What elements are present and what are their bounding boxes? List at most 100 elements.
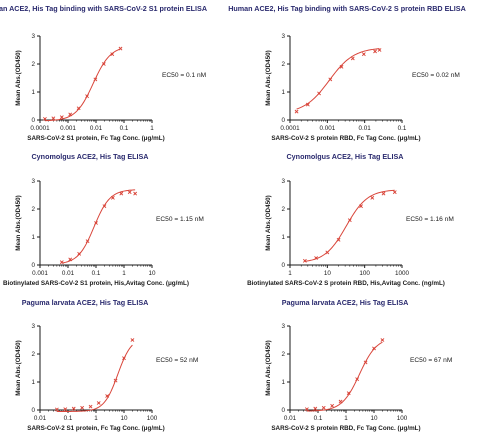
x-tick-label: 1 bbox=[94, 415, 98, 422]
data-point bbox=[350, 56, 355, 61]
y-tick-label: 1 bbox=[31, 234, 35, 241]
x-tick-label: 1 bbox=[288, 270, 292, 277]
data-point bbox=[305, 102, 310, 107]
x-tick-label: 0.01 bbox=[62, 270, 75, 277]
x-tick-label: 0.01 bbox=[359, 125, 372, 132]
x-tick-label: 0.001 bbox=[60, 125, 76, 132]
data-point bbox=[338, 399, 343, 404]
y-tick-label: 0 bbox=[281, 407, 285, 414]
data-point bbox=[68, 112, 73, 117]
data-point bbox=[101, 62, 106, 66]
y-axis-label: Mean Abs.(OD450) bbox=[265, 340, 272, 395]
ec50-annotation: EC50 = 0.1 nM bbox=[162, 72, 206, 79]
data-point bbox=[302, 258, 307, 263]
data-point bbox=[76, 106, 81, 111]
data-point bbox=[122, 356, 126, 361]
data-point bbox=[110, 52, 115, 57]
y-tick-label: 3 bbox=[281, 323, 285, 330]
ec50-annotation: EC50 = 1.15 nM bbox=[156, 216, 204, 223]
x-tick-label: 0.01 bbox=[34, 415, 47, 422]
x-axis-label: SARS-CoV-2 S1 protein, Fc Tag Conc. (μg/… bbox=[27, 425, 164, 432]
data-point bbox=[96, 401, 101, 405]
y-tick-label: 2 bbox=[281, 351, 285, 358]
ec50-annotation: EC50 = 0.02 nM bbox=[412, 72, 460, 79]
series-curve bbox=[296, 48, 380, 110]
data-point bbox=[80, 405, 85, 410]
y-tick-label: 1 bbox=[31, 89, 35, 96]
y-tick-label: 1 bbox=[281, 234, 285, 241]
data-point bbox=[330, 403, 335, 408]
data-point bbox=[130, 338, 135, 342]
data-point bbox=[381, 191, 386, 196]
x-tick-label: 0.001 bbox=[32, 270, 48, 277]
data-point bbox=[339, 64, 344, 69]
ec50-annotation: EC50 = 1.16 nM bbox=[406, 216, 454, 223]
y-axis-label: Mean Abs.(OD450) bbox=[265, 50, 272, 105]
x-tick-label: 10 bbox=[120, 415, 128, 422]
data-point bbox=[304, 407, 309, 412]
data-point bbox=[359, 204, 363, 209]
y-tick-label: 3 bbox=[31, 33, 35, 40]
data-point bbox=[85, 239, 90, 244]
ec50-annotation: EC50 = 67 nM bbox=[410, 357, 452, 364]
chart-panel-6: Paguma larvata ACE2, His Tag ELISA 0 1 2 3 0.… bbox=[265, 298, 452, 432]
y-tick-label: 3 bbox=[281, 33, 285, 40]
x-tick-label: 0.0001 bbox=[280, 125, 300, 132]
chart-panel-5: Paguma larvata ACE2, His Tag ELISA 0 1 2 3 0.… bbox=[15, 298, 198, 432]
data-point bbox=[93, 77, 98, 82]
y-tick-label: 1 bbox=[31, 379, 35, 386]
chart-panel-3: Cynomolgus ACE2, His Tag ELISA 0 1 2 3 0.001 0… bbox=[3, 152, 204, 287]
data-point bbox=[110, 195, 115, 200]
data-point bbox=[77, 251, 82, 256]
data-point bbox=[294, 109, 299, 114]
x-tick-label: 0.001 bbox=[319, 125, 335, 132]
x-tick-label: 10 bbox=[148, 270, 156, 277]
series-curve bbox=[56, 344, 133, 413]
x-tick-label: 1000 bbox=[395, 270, 410, 277]
y-tick-label: 1 bbox=[281, 89, 285, 96]
data-point bbox=[317, 91, 321, 96]
data-point bbox=[105, 394, 110, 398]
x-axis-label: SARS-CoV-2 S1 protein, Fc Tag Conc. (μg/… bbox=[27, 135, 164, 142]
chart-panel-1: Human ACE2, His Tag binding with SARS-Co… bbox=[0, 4, 207, 142]
y-tick-label: 1 bbox=[281, 379, 285, 386]
data-point bbox=[118, 46, 123, 51]
x-tick-label: 0.0001 bbox=[30, 125, 50, 132]
data-point bbox=[71, 406, 76, 411]
y-tick-label: 0 bbox=[31, 117, 35, 124]
chart-title: Paguma larvata ACE2, His Tag ELISA bbox=[22, 298, 149, 307]
data-point bbox=[133, 191, 138, 196]
y-tick-label: 2 bbox=[281, 61, 285, 68]
x-tick-label: 100 bbox=[397, 415, 408, 422]
x-tick-label: 0.1 bbox=[398, 125, 407, 132]
data-point bbox=[88, 404, 93, 409]
y-tick-label: 3 bbox=[31, 323, 35, 330]
chart-title: Cynomolgus ACE2, His Tag ELISA bbox=[286, 152, 403, 161]
x-tick-label: 0.1 bbox=[92, 270, 101, 277]
x-tick-label: 1 bbox=[122, 270, 126, 277]
y-axis-label: Mean Abs.(OD450) bbox=[15, 50, 22, 105]
data-point bbox=[119, 191, 124, 196]
data-point bbox=[321, 405, 326, 410]
data-point bbox=[85, 94, 89, 99]
series-curve bbox=[304, 189, 395, 262]
data-point bbox=[377, 48, 382, 52]
data-point bbox=[59, 260, 64, 265]
data-point bbox=[43, 116, 47, 121]
data-point bbox=[68, 257, 73, 262]
data-point bbox=[51, 116, 56, 121]
data-point bbox=[392, 190, 397, 195]
data-point bbox=[127, 190, 132, 195]
y-tick-label: 2 bbox=[281, 206, 285, 213]
x-tick-label: 100 bbox=[147, 415, 158, 422]
data-point bbox=[313, 406, 318, 411]
x-tick-label: 0.01 bbox=[284, 415, 297, 422]
y-axis-label: Mean Abs.(OD450) bbox=[15, 195, 22, 250]
data-point bbox=[370, 195, 375, 200]
x-tick-label: 0.1 bbox=[314, 415, 323, 422]
series-curve bbox=[61, 189, 136, 264]
y-tick-label: 2 bbox=[31, 61, 35, 68]
y-tick-label: 3 bbox=[31, 178, 35, 185]
